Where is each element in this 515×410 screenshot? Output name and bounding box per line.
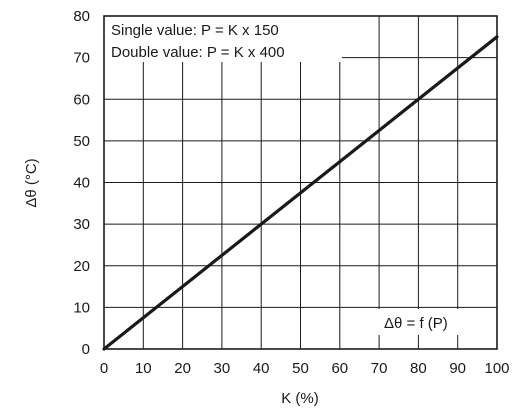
- x-tick-label: 70: [371, 360, 388, 377]
- y-tick-label: 60: [73, 91, 90, 108]
- x-tick-label: 10: [135, 360, 152, 377]
- y-tick-label: 40: [73, 175, 90, 192]
- annotation-single-value: Single value: P = K x 150: [111, 22, 279, 39]
- grid-lines: [103, 15, 498, 350]
- function-label: Δθ = f (P): [384, 315, 448, 332]
- y-axis-label: Δθ (°C): [23, 158, 40, 207]
- series-layer: [102, 35, 499, 351]
- y-tick-label: 80: [73, 8, 90, 25]
- x-tick-label: 0: [100, 360, 108, 377]
- y-tick-label: 0: [82, 341, 90, 358]
- tick-labels: 0 10 20 30 40 50 60 70 80 90 100 0 10 20 30 40 50 60 70 80: [73, 8, 509, 377]
- x-tick-label: 50: [292, 360, 309, 377]
- x-axis-label: K (%): [281, 390, 319, 407]
- y-tick-label: 10: [73, 299, 90, 316]
- y-tick-label: 70: [73, 50, 90, 67]
- function-label-box: [378, 309, 476, 335]
- x-tick-label: 90: [449, 360, 466, 377]
- y-tick-label: 20: [73, 258, 90, 275]
- plot-frame: [103, 15, 498, 350]
- x-tick-label: 40: [253, 360, 270, 377]
- x-tick-label: 20: [174, 360, 191, 377]
- x-tick-label: 80: [410, 360, 427, 377]
- y-tick-label: 50: [73, 133, 90, 150]
- annotation-box: [104, 16, 342, 62]
- x-tick-label: 60: [331, 360, 348, 377]
- y-tick-label: 30: [73, 216, 90, 233]
- annotation-double-value: Double value: P = K x 400: [111, 44, 285, 61]
- x-tick-label: 100: [484, 360, 509, 377]
- series-line: [102, 35, 499, 351]
- x-tick-label: 30: [214, 360, 231, 377]
